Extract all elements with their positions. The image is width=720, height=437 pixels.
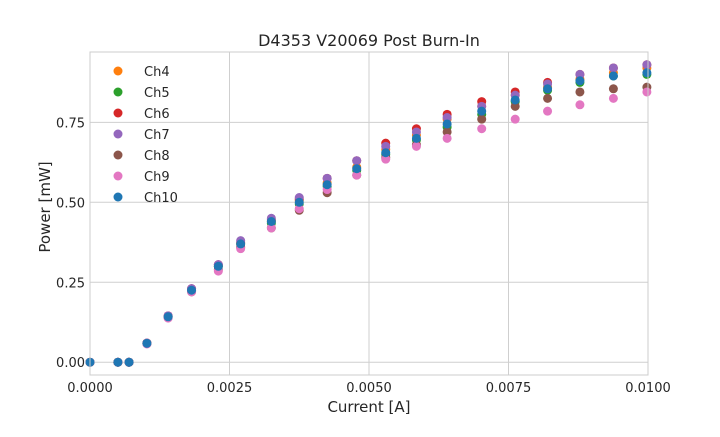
data-point — [266, 216, 276, 226]
data-point — [381, 154, 391, 164]
data-point — [575, 76, 585, 86]
grid-layer — [89, 52, 649, 375]
legend-label: Ch7 — [144, 128, 170, 143]
data-point — [322, 180, 332, 190]
series-ch10 — [85, 68, 652, 367]
x-tick-label: 0.0100 — [625, 381, 671, 396]
data-point — [642, 87, 652, 97]
data-point — [187, 285, 197, 295]
plot-frame — [89, 51, 649, 376]
data-point — [442, 113, 452, 123]
legend-label: Ch10 — [144, 191, 178, 206]
legend-label: Ch6 — [144, 107, 170, 122]
legend-marker — [113, 87, 123, 97]
legend-marker — [113, 171, 123, 181]
data-point — [411, 127, 421, 137]
data-point — [642, 68, 652, 78]
data-point — [266, 223, 276, 233]
data-point — [543, 106, 553, 116]
data-point — [442, 133, 452, 143]
legend-marker — [113, 66, 123, 76]
data-point — [608, 71, 618, 81]
legend-marker — [113, 192, 123, 202]
data-point — [142, 338, 152, 348]
data-point — [510, 114, 520, 124]
data-point — [163, 312, 173, 322]
series-ch9 — [85, 87, 652, 367]
series-ch8 — [85, 82, 652, 367]
data-point — [236, 239, 246, 249]
legend-label: Ch9 — [144, 170, 170, 185]
data-point — [575, 69, 585, 79]
data-point — [352, 170, 362, 180]
data-point — [411, 141, 421, 151]
legend-marker — [113, 108, 123, 118]
x-tick-label: 0.0025 — [207, 381, 253, 396]
data-point — [381, 141, 391, 151]
y-tick-label: 0.25 — [56, 276, 85, 291]
y-axis-label: Power [mW] — [36, 161, 54, 252]
legend: Ch4 Ch5 Ch6 Ch7 Ch8 Ch9 Ch10 — [113, 65, 178, 206]
data-point — [124, 357, 134, 367]
data-point — [294, 197, 304, 207]
legend-marker — [113, 150, 123, 160]
data-point — [477, 106, 487, 116]
data-point — [642, 60, 652, 70]
chart-title: D4353 V20069 Post Burn-In — [258, 31, 480, 50]
data-point — [608, 63, 618, 73]
data-point — [322, 173, 332, 183]
y-tick-label: 0.00 — [56, 356, 85, 371]
data-point — [575, 100, 585, 110]
x-tick-label: 0.0000 — [67, 381, 113, 396]
data-point — [352, 164, 362, 174]
data-point — [411, 133, 421, 143]
data-point — [575, 87, 585, 97]
data-point — [294, 204, 304, 214]
ticks-layer: 0.0000 0.0025 0.0050 0.0075 0.0100 0.00 0.25 0.… — [56, 116, 671, 396]
x-axis-label: Current [A] — [327, 398, 410, 416]
data-point — [510, 101, 520, 111]
y-tick-label: 0.75 — [56, 116, 85, 131]
x-tick-label: 0.0075 — [486, 381, 532, 396]
y-tick-label: 0.50 — [56, 196, 85, 211]
data-point — [352, 156, 362, 166]
legend-label: Ch8 — [144, 149, 170, 164]
data-point — [543, 84, 553, 94]
legend-label: Ch4 — [144, 65, 170, 80]
data-point — [113, 357, 123, 367]
data-point — [608, 84, 618, 94]
data-point — [543, 93, 553, 103]
data-point — [608, 93, 618, 103]
legend-marker — [113, 129, 123, 139]
x-tick-label: 0.0050 — [346, 381, 392, 396]
data-point — [213, 261, 223, 271]
legend-label: Ch5 — [144, 86, 170, 101]
data-point — [442, 127, 452, 137]
data-point — [477, 114, 487, 124]
series-ch5 — [85, 69, 652, 367]
data-point — [381, 148, 391, 158]
points-layer — [85, 60, 652, 367]
data-point — [477, 124, 487, 134]
data-point — [442, 119, 452, 129]
data-point — [510, 95, 520, 105]
